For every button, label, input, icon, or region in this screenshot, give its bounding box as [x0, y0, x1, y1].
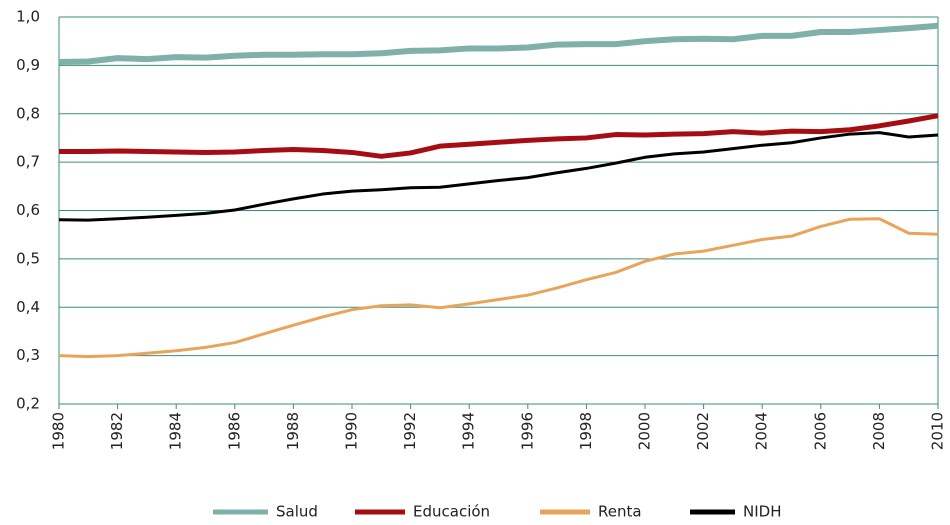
x-tick-label: 2008: [870, 412, 888, 450]
x-tick-label: 2006: [811, 412, 829, 450]
legend-label: NIDH: [743, 503, 781, 521]
legend-label: Renta: [598, 503, 642, 521]
y-tick-label: 0,6: [16, 201, 40, 219]
x-tick-label: 1980: [50, 412, 68, 450]
y-tick-label: 0,9: [16, 56, 40, 74]
y-tick-label: 0,8: [16, 104, 40, 122]
x-tick-label: 1990: [343, 412, 361, 450]
y-tick-label: 1,0: [16, 8, 40, 26]
y-tick-label: 0,4: [16, 298, 40, 316]
series-line: [58, 22, 939, 65]
series-line: [59, 113, 939, 159]
y-tick-label: 0,3: [16, 346, 40, 364]
series-line: [58, 131, 939, 222]
x-tick-label: 1992: [401, 412, 419, 450]
x-tick-label: 1996: [518, 412, 536, 450]
series-line: [58, 217, 939, 359]
x-tick-label: 2004: [753, 412, 771, 450]
x-tick-label: 1984: [167, 412, 185, 450]
x-tick-label: 1986: [225, 412, 243, 450]
x-tick-label: 2000: [636, 412, 654, 450]
x-tick-label: 1998: [577, 412, 595, 450]
y-tick-label: 0,7: [16, 153, 40, 171]
x-tick-label: 1988: [284, 412, 302, 450]
x-tick-label: 1982: [108, 412, 126, 450]
x-tick-label: 2002: [694, 412, 712, 450]
legend-label: Educación: [413, 503, 490, 521]
y-tick-label: 0,2: [16, 395, 40, 413]
y-tick-label: 0,5: [16, 249, 40, 267]
legend-label: Salud: [276, 503, 318, 521]
x-tick-label: 2010: [929, 412, 947, 450]
x-tick-label: 1994: [460, 412, 478, 450]
